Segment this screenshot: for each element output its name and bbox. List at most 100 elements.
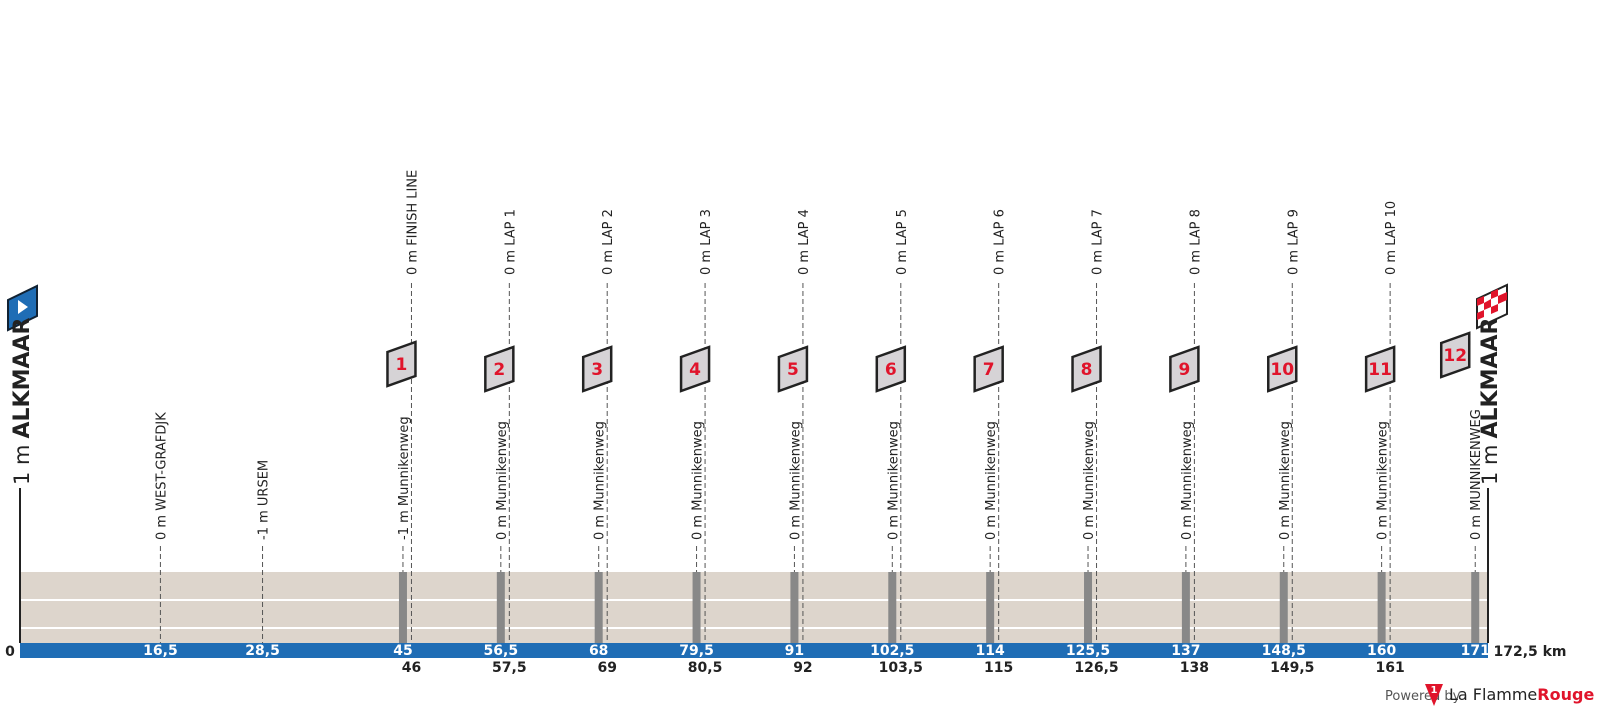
start-label: 1 m ALKMAAR [10,317,35,485]
km-label: 126,5 [1074,660,1118,676]
marker-number: 2 [493,360,505,380]
brand: La FlammeRouge [1449,685,1594,704]
sprint-band [1181,572,1190,643]
km-label: 79,5 [679,643,714,659]
point-label: 0 m FINISH LINE [405,170,420,275]
point-label: 0 m Munnikenweg [1278,421,1293,540]
point-label: 0 m Munnikenweg [788,421,803,540]
point-label: 0 m Munnikenweg [593,421,608,540]
marker-number: 10 [1270,360,1294,380]
km-label: 161 [1376,660,1405,676]
point-label: 0 m Munnikenweg [1376,421,1391,540]
sprint-band [1377,572,1386,643]
marker-number: 12 [1443,346,1467,366]
point-label: 0 m Munnikenweg [495,421,510,540]
sprint-band [986,572,995,643]
point-label: 0 m Munnikenweg [1082,421,1097,540]
km-label: 68 [589,643,608,659]
sprint-band [888,572,897,643]
marker-number: 6 [885,360,897,380]
point-label: 0 m LAP 9 [1286,209,1301,275]
point-label: 0 m WEST-GRAFDJK [154,412,169,540]
finish-altitude: 1 m [1478,445,1502,486]
km-label: 46 [402,660,421,676]
km-label: 28,5 [245,643,280,659]
marker-number: 9 [1178,360,1190,380]
km-label: 137 [1171,643,1200,659]
start-altitude: 1 m [10,445,34,486]
marker-badge [484,345,515,393]
sprint-band [790,572,799,643]
sprint-band [692,572,701,643]
point-label: 0 m LAP 5 [895,209,910,275]
point-label: 0 m LAP 2 [601,209,616,275]
marker-number: 3 [591,360,603,380]
km-label: 91 [785,643,804,659]
point-label: 0 m LAP 1 [503,209,518,275]
marker-number: 1 [396,355,408,375]
km-label: 16,5 [143,643,178,659]
marker-number: 5 [787,360,799,380]
km-label: 56,5 [484,643,519,659]
km-label: 102,5 [870,643,914,659]
point-label: -1 m URSEM [257,460,272,540]
point-label: 0 m LAP 6 [993,209,1008,275]
profile-area [20,572,1488,643]
km-label: 80,5 [688,660,723,676]
sprint-band [496,572,505,643]
km-label: 45 [393,643,412,659]
x-end-label: 172,5 km [1493,644,1566,660]
marker-badge [1267,345,1298,393]
point-label: 0 m LAP 7 [1091,209,1106,275]
point-label: 0 m LAP 10 [1384,201,1399,275]
marker-badge [1364,345,1396,393]
sprint-band [594,572,603,643]
point-label: 0 m MUNNIKENWEG [1469,409,1484,540]
km-label: 148,5 [1262,643,1306,659]
km-label: 125,5 [1066,643,1110,659]
km-label: 103,5 [879,660,923,676]
marker-badge [679,345,711,393]
logo-icon [1425,684,1443,706]
sprint-band [1471,572,1480,643]
marker-number: 8 [1081,360,1093,380]
sprint-band [1279,572,1288,643]
sprint-band [1084,572,1093,643]
marker-badge [1169,345,1200,393]
point-label: 0 m LAP 3 [699,209,714,275]
km-label: 115 [984,660,1013,676]
point-label: 0 m Munnikenweg [1180,421,1195,540]
marker-badge [777,345,809,393]
brand-main: La Flamme [1449,685,1537,704]
km-label: 57,5 [492,660,527,676]
brand-accent: Rouge [1537,685,1594,704]
marker-number: 4 [689,360,701,380]
marker-badge [581,345,613,393]
marker-badge [875,345,907,393]
marker-badge [1439,331,1471,379]
finish-label: 1 m ALKMAAR [1478,317,1503,485]
point-label: -1 m Munnikenweg [397,416,412,540]
km-label: 114 [976,643,1005,659]
finish-name: ALKMAAR [1478,317,1503,438]
point-label: 0 m Munnikenweg [886,421,901,540]
start-name: ALKMAAR [10,317,35,438]
point-label: 0 m LAP 4 [797,209,812,275]
marker-badge [973,345,1004,393]
km-label: 171 [1461,643,1490,659]
marker-badge [386,340,417,388]
powered-by: Powered by [1385,689,1461,704]
km-label: 138 [1180,660,1209,676]
distance-bar [20,643,1488,658]
marker-number: 11 [1368,360,1392,380]
point-label: 0 m Munnikenweg [984,421,999,540]
sprint-band [398,572,407,643]
km-label: 160 [1367,643,1396,659]
logo-number: 1 [1431,685,1438,696]
km-label: 149,5 [1270,660,1314,676]
point-label: 0 m LAP 8 [1188,209,1203,275]
finish-flag [1476,283,1508,330]
km-label: 92 [793,660,812,676]
marker-number: 7 [983,360,995,380]
